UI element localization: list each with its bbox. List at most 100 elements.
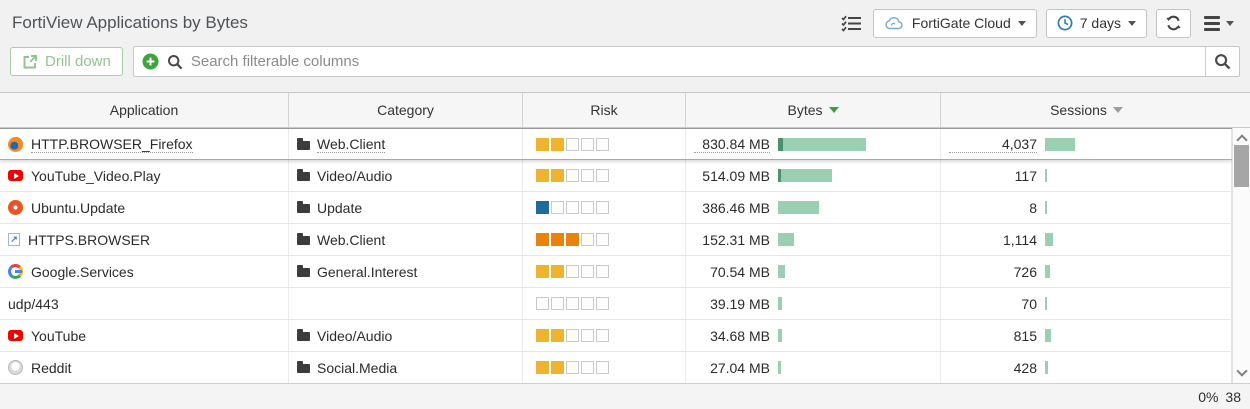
sessions-value: 4,037	[949, 136, 1037, 153]
bytes-value: 514.09 MB	[702, 167, 770, 184]
risk-square	[596, 329, 609, 342]
category-name: Social.Media	[317, 359, 398, 376]
risk-square	[581, 361, 594, 374]
risk-square	[566, 137, 579, 151]
drill-down-icon	[22, 54, 38, 70]
risk-square	[536, 233, 549, 246]
risk-square	[596, 361, 609, 374]
risk-square	[536, 297, 549, 310]
risk-square	[596, 265, 609, 278]
title-row: FortiView Applications by Bytes	[0, 0, 1250, 46]
scrollbar-thumb[interactable]	[1234, 145, 1249, 187]
application-name: YouTube	[31, 327, 87, 344]
risk-square	[551, 297, 564, 310]
risk-indicator	[536, 329, 609, 342]
search-button[interactable]	[1205, 47, 1239, 76]
drill-down-button[interactable]: Drill down	[10, 47, 123, 76]
bytes-bar	[778, 169, 832, 182]
risk-square	[566, 329, 579, 342]
table-row[interactable]: HTTPS.BROWSER Web.Client 152.31 MB 1,114	[0, 224, 1232, 256]
risk-square	[596, 297, 609, 310]
risk-square	[551, 265, 564, 278]
risk-square	[536, 265, 549, 278]
risk-square	[536, 201, 549, 214]
risk-square	[581, 265, 594, 278]
risk-square	[551, 137, 564, 151]
table-row[interactable]: Google.Services General.Interest 70.54 M…	[0, 256, 1232, 288]
risk-square	[536, 169, 549, 182]
column-label: Category	[377, 102, 434, 118]
column-header-bytes[interactable]: Bytes	[686, 93, 941, 127]
sessions-value: 815	[1013, 327, 1037, 344]
toolbar: Drill down	[0, 46, 1250, 77]
clock-icon	[1057, 15, 1073, 31]
table-header: Application Category Risk Bytes Sessions	[0, 92, 1250, 128]
risk-square	[566, 297, 579, 310]
drill-down-label: Drill down	[45, 53, 111, 70]
bytes-value: 39.19 MB	[710, 295, 770, 312]
add-filter-icon[interactable]	[142, 53, 159, 70]
risk-square	[566, 201, 579, 214]
risk-square	[596, 233, 609, 246]
column-header-sessions[interactable]: Sessions	[941, 93, 1232, 127]
menu-button[interactable]	[1200, 15, 1238, 31]
column-label: Sessions	[1050, 102, 1107, 118]
column-header-category[interactable]: Category	[289, 93, 523, 127]
sessions-bar	[1045, 169, 1047, 182]
table-row[interactable]: YouTube Video/Audio 34.68 MB 815	[0, 320, 1232, 352]
column-label: Application	[109, 102, 179, 118]
refresh-button[interactable]	[1156, 8, 1191, 38]
folder-icon	[297, 201, 310, 213]
risk-indicator	[536, 169, 609, 182]
application-name: HTTP.BROWSER_Firefox	[31, 135, 193, 153]
risk-square	[551, 201, 564, 214]
risk-indicator	[536, 297, 609, 310]
device-selector-label: FortiGate Cloud	[911, 15, 1011, 31]
table-row[interactable]: Reddit Social.Media 27.04 MB 428	[0, 352, 1232, 383]
table-row[interactable]: Ubuntu.Update Update 386.46 MB 8	[0, 192, 1232, 224]
youtube-icon	[8, 330, 23, 341]
risk-square	[581, 137, 594, 151]
risk-square	[566, 169, 579, 182]
column-header-application[interactable]: Application	[0, 93, 289, 127]
time-range-dropdown[interactable]: 7 days	[1045, 8, 1147, 38]
column-settings-icon[interactable]	[839, 13, 864, 34]
application-name: udp/443	[8, 295, 59, 312]
sessions-bar	[1045, 201, 1047, 214]
sessions-bar	[1045, 265, 1050, 278]
search-bar	[132, 46, 1240, 77]
column-header-risk[interactable]: Risk	[523, 93, 686, 127]
bytes-value: 830.84 MB	[694, 136, 770, 153]
risk-square	[596, 169, 609, 182]
scroll-down-icon[interactable]	[1235, 365, 1248, 377]
folder-icon	[297, 265, 310, 277]
row-count: 38	[1225, 388, 1241, 405]
bytes-bar	[778, 297, 782, 310]
table-row[interactable]: udp/443 39.19 MB 70	[0, 288, 1232, 320]
risk-square	[566, 233, 579, 246]
table-row[interactable]: HTTP.BROWSER_Firefox Web.Client 830.84 M…	[0, 128, 1232, 160]
firefox-icon	[8, 136, 23, 152]
table-scrollbar[interactable]	[1232, 128, 1250, 383]
ubuntu-icon	[8, 200, 23, 215]
refresh-icon	[1165, 15, 1182, 31]
risk-square	[566, 361, 579, 374]
scroll-up-icon[interactable]	[1235, 134, 1248, 146]
device-selector-dropdown[interactable]: FortiGate Cloud	[872, 8, 1037, 38]
sessions-value: 1,114	[1003, 231, 1037, 248]
risk-square	[536, 361, 549, 374]
search-input[interactable]	[190, 53, 1197, 70]
top-band: FortiView Applications by Bytes	[0, 0, 1250, 92]
bytes-bar	[778, 201, 819, 214]
google-icon	[8, 264, 23, 279]
bytes-value: 152.31 MB	[702, 231, 770, 248]
risk-square	[551, 233, 564, 246]
risk-indicator	[536, 361, 609, 374]
risk-square	[551, 361, 564, 374]
bytes-bar	[778, 137, 866, 151]
table-row[interactable]: YouTube_Video.Play Video/Audio 514.09 MB…	[0, 160, 1232, 192]
youtube-icon	[8, 170, 23, 181]
folder-icon	[297, 233, 310, 245]
folder-icon	[297, 137, 310, 150]
